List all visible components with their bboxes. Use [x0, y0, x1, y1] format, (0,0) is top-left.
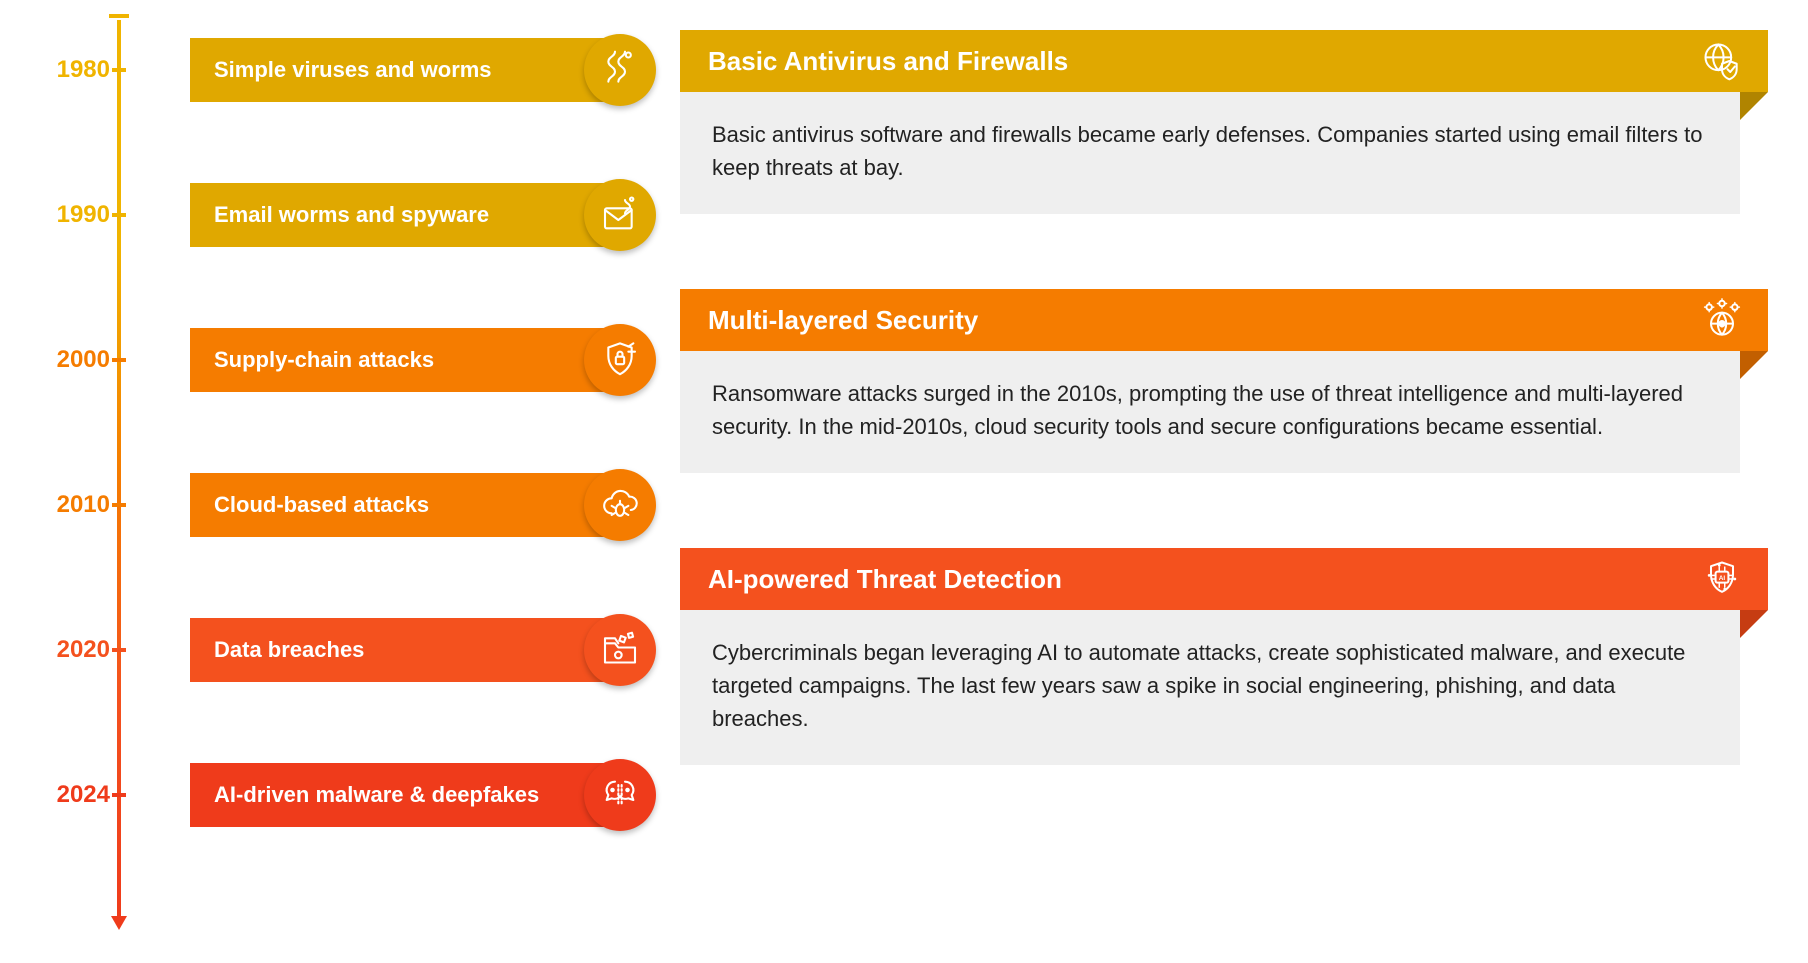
ribbon-fold [1740, 351, 1768, 379]
threat-bar: Simple viruses and worms [190, 38, 620, 102]
info-card-header: AI-powered Threat Detection AI [680, 548, 1768, 610]
threat-label: Cloud-based attacks [214, 492, 429, 518]
axis-tick [112, 213, 126, 217]
folder-breach-icon [584, 614, 656, 686]
ai-faces-icon [584, 759, 656, 831]
infographic-container: 1980 Simple viruses and worms 1990 Email wo… [40, 20, 1768, 765]
info-card: AI-powered Threat Detection AI Cybercrimin… [680, 548, 1768, 765]
info-card-body: Ransomware attacks surged in the 2010s, … [680, 351, 1740, 473]
info-card-header: Multi-layered Security! [680, 289, 1768, 351]
year-label: 1990 [40, 201, 110, 229]
ribbon-fold [1740, 92, 1768, 120]
threat-label: Data breaches [214, 637, 364, 663]
threat-label: AI-driven malware & deepfakes [214, 782, 539, 808]
ai-chip-icon: AI [1700, 557, 1744, 601]
cloud-bug-icon [584, 469, 656, 541]
threat-label: Simple viruses and worms [214, 57, 492, 83]
info-card: Basic Antivirus and Firewalls Basic antiv… [680, 30, 1768, 214]
threat-bar: Supply-chain attacks [190, 328, 620, 392]
year-label: 1980 [40, 56, 110, 84]
svg-text:AI: AI [1719, 575, 1726, 582]
year-label: 2020 [40, 636, 110, 664]
info-card-title: Multi-layered Security [708, 305, 978, 336]
info-card-header: Basic Antivirus and Firewalls [680, 30, 1768, 92]
year-label: 2000 [40, 346, 110, 374]
threat-bar: Email worms and spyware [190, 183, 620, 247]
info-card-body: Basic antivirus software and firewalls b… [680, 92, 1740, 214]
timeline-axis [117, 20, 121, 920]
globe-gears-icon: ! [1700, 298, 1744, 342]
year-label: 2010 [40, 491, 110, 519]
worm-icon [584, 34, 656, 106]
timeline-column: 1980 Simple viruses and worms 1990 Email wo… [40, 20, 640, 765]
ribbon-fold [1740, 610, 1768, 638]
info-card-body: Cybercriminals began leveraging AI to au… [680, 610, 1740, 765]
info-card-title: Basic Antivirus and Firewalls [708, 46, 1068, 77]
svg-text:!: ! [1721, 322, 1723, 328]
globe-shield-icon [1700, 39, 1744, 83]
threat-bar: Data breaches [190, 618, 620, 682]
axis-tick [112, 793, 126, 797]
threat-bar: Cloud-based attacks [190, 473, 620, 537]
year-label: 2024 [40, 781, 110, 809]
info-column: Basic Antivirus and Firewalls Basic antiv… [680, 20, 1768, 765]
axis-tick [112, 68, 126, 72]
axis-tick [112, 358, 126, 362]
threat-bar: AI-driven malware & deepfakes [190, 763, 620, 827]
mail-worm-icon [584, 179, 656, 251]
axis-tick [112, 648, 126, 652]
info-card: Multi-layered Security!Ransomware attack… [680, 289, 1768, 473]
info-card-title: AI-powered Threat Detection [708, 564, 1062, 595]
axis-tick [112, 503, 126, 507]
shield-lock-icon [584, 324, 656, 396]
threat-label: Supply-chain attacks [214, 347, 434, 373]
threat-label: Email worms and spyware [214, 202, 489, 228]
